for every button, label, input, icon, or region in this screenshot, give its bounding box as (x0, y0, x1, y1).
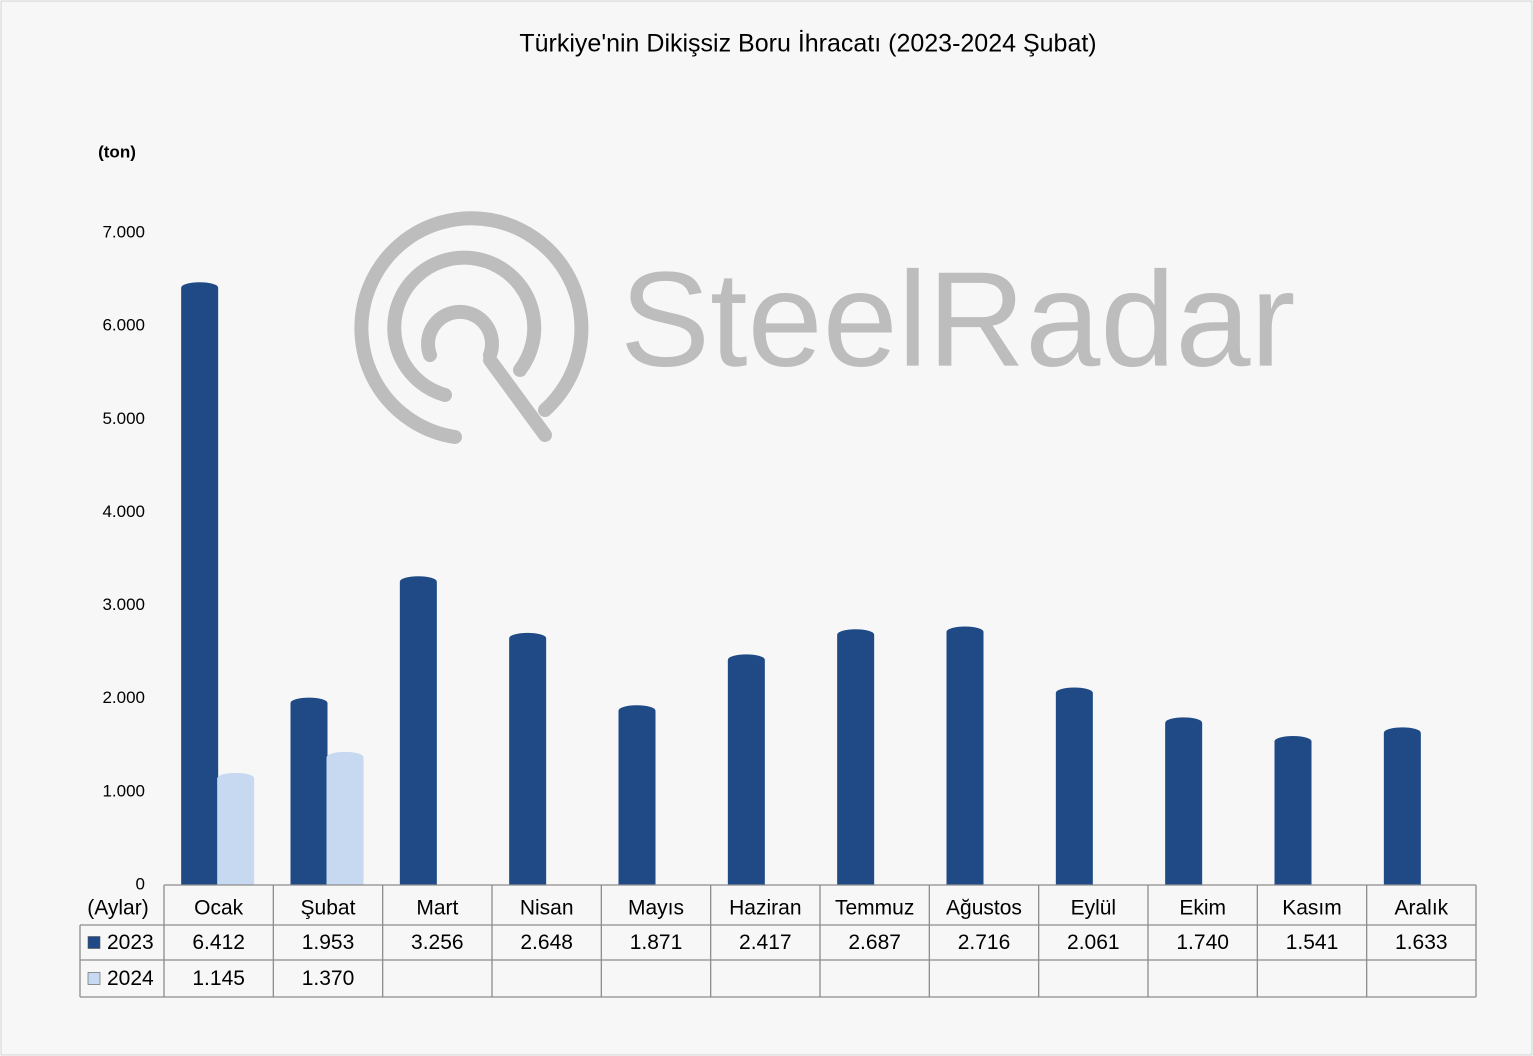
bar (326, 751, 364, 886)
data-label: 1.871 (630, 931, 683, 954)
x-tick-label: Ocak (194, 897, 244, 920)
y-tick-label: 4.000 (102, 502, 145, 521)
x-tick-label: Ekim (1179, 897, 1226, 920)
x-tick-label: Eylül (1071, 897, 1117, 920)
bar (837, 629, 875, 886)
data-label: 1.541 (1286, 931, 1339, 954)
legend-label: 2024 (107, 967, 154, 990)
y-tick-label: 0 (136, 874, 145, 893)
data-label: 1.145 (192, 967, 245, 990)
chart-title: Türkiye'nin Dikişsiz Boru İhracatı (2023… (519, 29, 1096, 58)
y-tick-label: 2.000 (102, 688, 145, 707)
x-tick-label: Ağustos (946, 897, 1022, 920)
x-tick-label: Nisan (520, 897, 574, 920)
x-tick-label: Mayıs (628, 897, 684, 920)
bar (1165, 717, 1203, 886)
bar (946, 626, 984, 886)
data-label: 3.256 (411, 931, 464, 954)
x-tick-label: Mart (416, 897, 458, 920)
y-tick-label: 5.000 (102, 409, 145, 428)
data-label: 1.370 (302, 967, 355, 990)
y-axis-label: (ton) (98, 142, 136, 161)
bar (1383, 727, 1421, 886)
x-tick-label: Haziran (729, 897, 801, 920)
data-label: 1.953 (302, 931, 355, 954)
y-tick-label: 1.000 (102, 781, 145, 800)
bar (1274, 735, 1312, 886)
x-tick-label: Aralık (1394, 897, 1448, 920)
bar (509, 632, 547, 886)
legend-key (87, 972, 101, 985)
watermark-logo (354, 211, 589, 444)
data-label: 1.633 (1395, 931, 1448, 954)
bar (217, 772, 255, 886)
bar (399, 576, 437, 886)
legend-key (87, 936, 101, 949)
watermark-text: SteelRadar (620, 244, 1295, 395)
data-label: 2.417 (739, 931, 792, 954)
x-axis-label: (Aylar) (87, 897, 148, 920)
data-label: 6.412 (192, 931, 245, 954)
y-tick-label: 3.000 (102, 595, 145, 614)
bar (290, 697, 328, 886)
bar (1055, 687, 1093, 886)
y-tick-label: 7.000 (102, 222, 145, 241)
data-label: 2.687 (848, 931, 901, 954)
x-tick-label: Şubat (301, 897, 356, 920)
y-tick-label: 6.000 (102, 316, 145, 335)
x-tick-label: Temmuz (835, 897, 914, 920)
legend-label: 2023 (107, 931, 154, 954)
x-tick-label: Kasım (1282, 897, 1342, 920)
bar (181, 282, 219, 886)
data-label: 2.716 (958, 931, 1011, 954)
bar (618, 705, 656, 886)
data-label: 2.061 (1067, 931, 1120, 954)
bar (727, 654, 765, 886)
data-label: 1.740 (1176, 931, 1229, 954)
data-label: 2.648 (520, 931, 573, 954)
